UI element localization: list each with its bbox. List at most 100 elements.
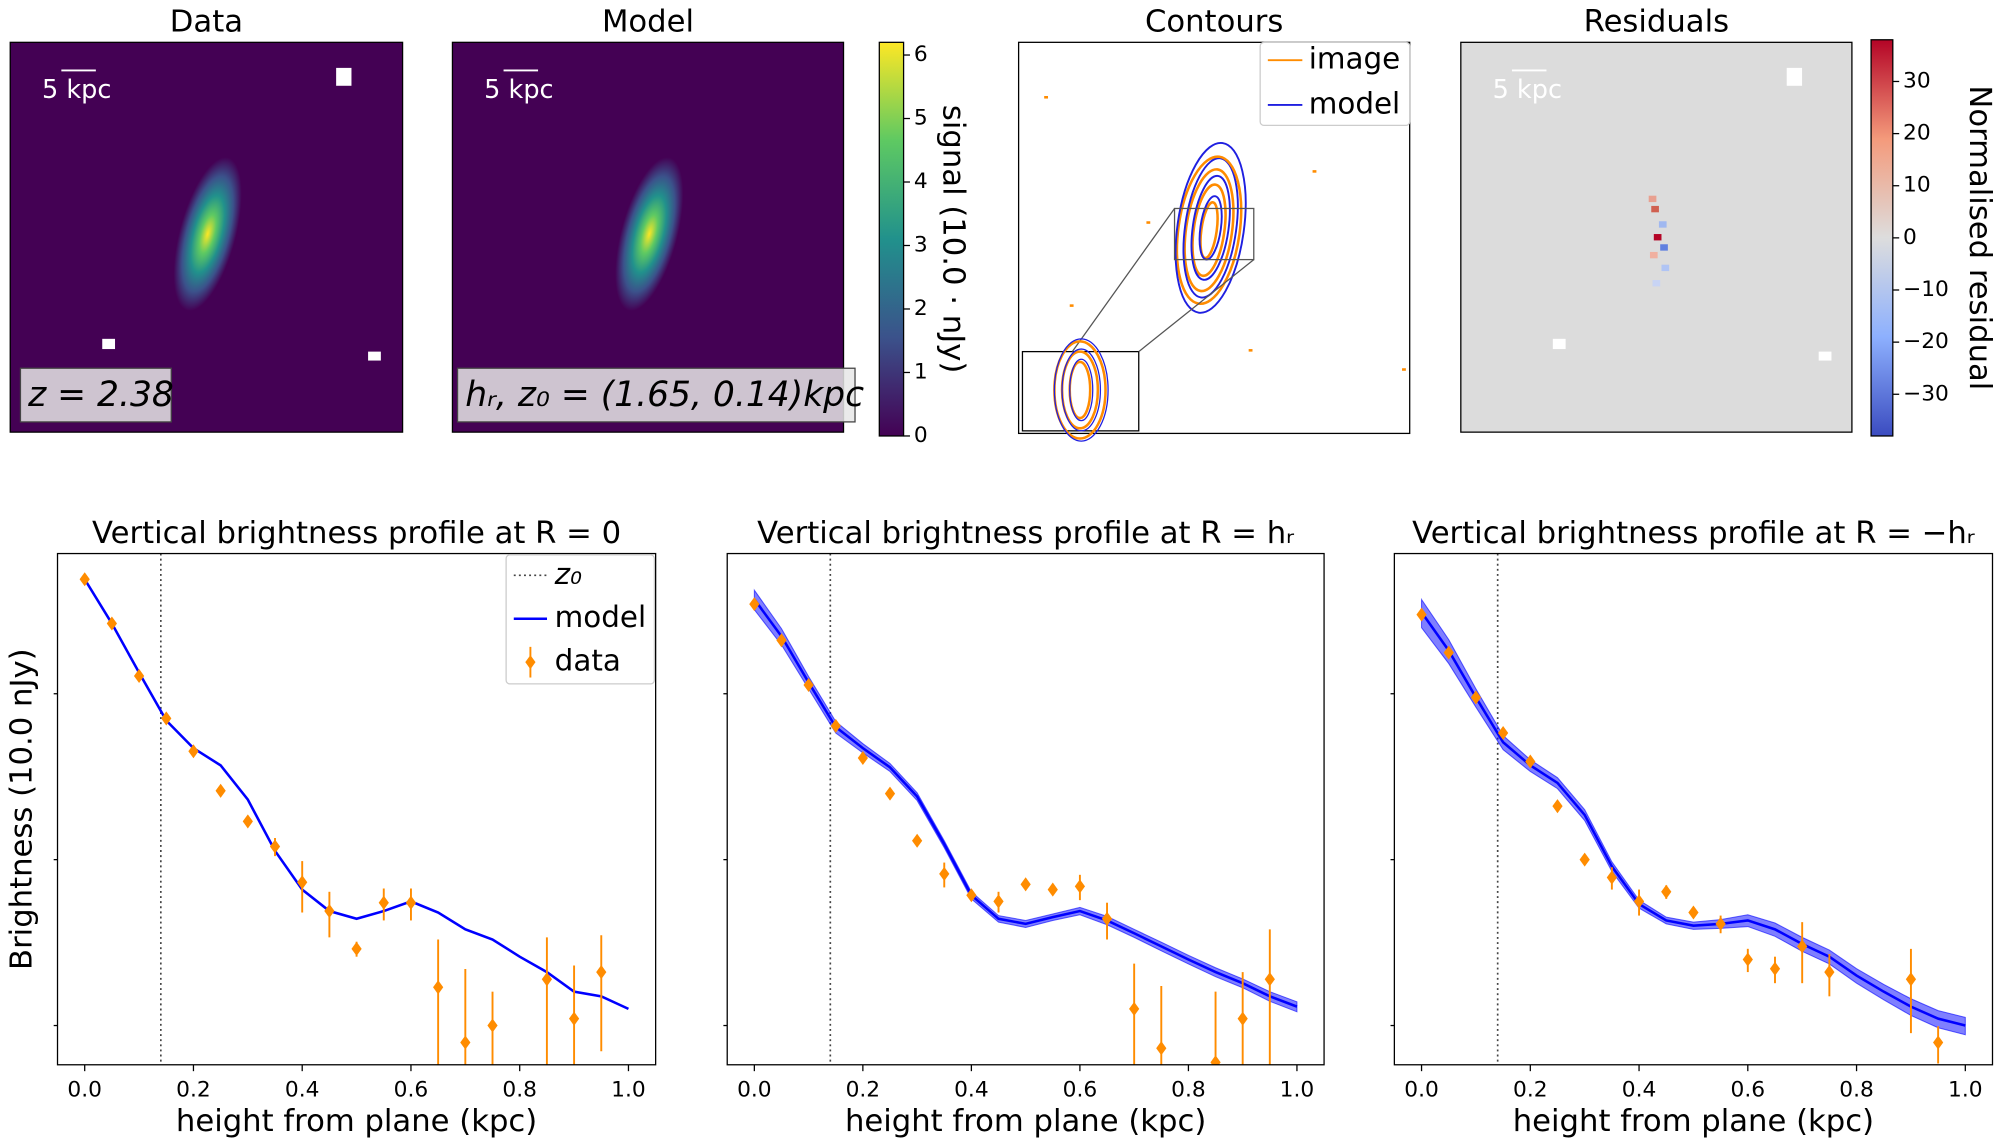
data-point [405, 895, 417, 910]
x-tick-label: 0.4 [954, 1077, 989, 1102]
data-point [378, 895, 389, 910]
legend-label: image [1309, 42, 1400, 76]
x-tick-label: 1.0 [1280, 1077, 1315, 1102]
colorbar [878, 41, 905, 437]
data-point [188, 744, 199, 759]
galaxy [173, 157, 242, 311]
colorbar-tick-label: 5 [914, 106, 928, 131]
annotation: z = 2.38 [27, 375, 174, 415]
data-point [1824, 965, 1835, 980]
image-contour [1191, 183, 1227, 278]
colorbar-tick-label: 0 [914, 423, 928, 448]
data-point [1905, 972, 1917, 987]
data-point [297, 875, 308, 890]
model-contour [1190, 174, 1231, 281]
panel-title: Model [602, 5, 694, 40]
masked-pixel [368, 351, 381, 361]
image-contour [1199, 201, 1219, 260]
model-line [1420, 611, 1966, 1027]
model-band [1421, 597, 1966, 1036]
colorbar-tick-label: 0 [1903, 225, 1917, 250]
annotation: hᵣ, z₀ = (1.65, 0.14)kpc [465, 375, 864, 415]
data-point [1606, 870, 1617, 885]
data-point [1443, 645, 1454, 660]
colorbar-tick-label: 20 [1903, 121, 1931, 146]
scale-label: 5 kpc [42, 75, 111, 105]
model-contour [1061, 348, 1102, 432]
x-tick-label: 0.0 [67, 1077, 102, 1102]
panel-title: Data [170, 5, 243, 40]
x-tick-label: 0.8 [502, 1077, 537, 1102]
data-point [1552, 799, 1563, 814]
model-band [753, 588, 1298, 1013]
x-tick-label: 1.0 [1948, 1077, 1983, 1102]
data-point [1525, 754, 1536, 769]
contour-speck [1044, 96, 1049, 99]
colorbar-tick-label: 6 [914, 42, 928, 67]
data-point [1020, 877, 1031, 892]
scale-label: 5 kpc [1493, 75, 1562, 105]
masked-pixel [102, 338, 116, 350]
data-point [912, 833, 923, 848]
residual-pixel [1649, 251, 1658, 259]
data-point [1470, 690, 1482, 705]
data-point [460, 1035, 471, 1050]
x-tick-label: 0.6 [394, 1077, 429, 1102]
model-line [753, 598, 1298, 1008]
panel-title: Vertical brightness profile at R = −hᵣ [1412, 516, 1975, 551]
plot-area [1416, 553, 1966, 1065]
model-contour [1174, 141, 1247, 314]
data-point [487, 1018, 498, 1033]
data-point [1047, 882, 1058, 897]
legend-label: model [1309, 86, 1400, 120]
data-point [596, 965, 607, 980]
data-point [993, 894, 1004, 909]
contour-speck [1069, 304, 1074, 307]
inset-connector [1138, 259, 1255, 353]
data-point [1933, 1035, 1944, 1050]
residual-pixel [1651, 205, 1659, 213]
masked-pixel [1552, 338, 1566, 350]
colorbar-tick-label: 2 [914, 296, 928, 321]
data-point [1579, 852, 1590, 867]
panel-title: Vertical brightness profile at R = hᵣ [757, 516, 1294, 551]
x-axis-label: height from plane (kpc) [176, 1104, 537, 1139]
data-point [324, 904, 335, 919]
axes-frame [1393, 552, 1994, 1066]
plot-area [749, 553, 1298, 1065]
axes-frame [726, 552, 1325, 1066]
model-contour [1053, 338, 1109, 442]
zoom-box [1173, 207, 1255, 261]
data-point [1210, 1055, 1221, 1065]
data-point [776, 633, 787, 648]
plot-area [79, 553, 629, 1065]
x-tick-label: 0.6 [1731, 1077, 1766, 1102]
data-point [79, 572, 90, 587]
scale-label: 5 kpc [484, 75, 553, 105]
data-point [215, 783, 226, 798]
x-tick-label: 0.2 [1513, 1077, 1548, 1102]
data-point [1101, 911, 1113, 926]
data-point [830, 718, 841, 733]
x-tick-label: 0.8 [1839, 1077, 1874, 1102]
x-tick-label: 0.8 [1171, 1077, 1206, 1102]
residual-pixel [1658, 221, 1667, 228]
data-point [269, 839, 281, 854]
colorbar-tick-label: 4 [914, 169, 928, 194]
x-axis-label: height from plane (kpc) [1513, 1104, 1874, 1139]
image-contour [1183, 168, 1235, 293]
data-point [1074, 879, 1086, 894]
data-point [1715, 916, 1726, 931]
axes-frame [56, 552, 657, 1066]
data-point [433, 980, 444, 995]
colorbar-tick-label: −20 [1903, 329, 1949, 354]
data-point [939, 866, 950, 881]
x-tick-label: 1.0 [611, 1077, 646, 1102]
model-contour [1069, 358, 1094, 422]
data-point [1498, 725, 1509, 741]
data-point [242, 814, 253, 829]
colorbar-tick-label: −30 [1903, 381, 1949, 406]
colorbar-label: Normalised residual [1962, 85, 1997, 390]
legend-box [505, 554, 656, 685]
data-point [1156, 1041, 1167, 1056]
